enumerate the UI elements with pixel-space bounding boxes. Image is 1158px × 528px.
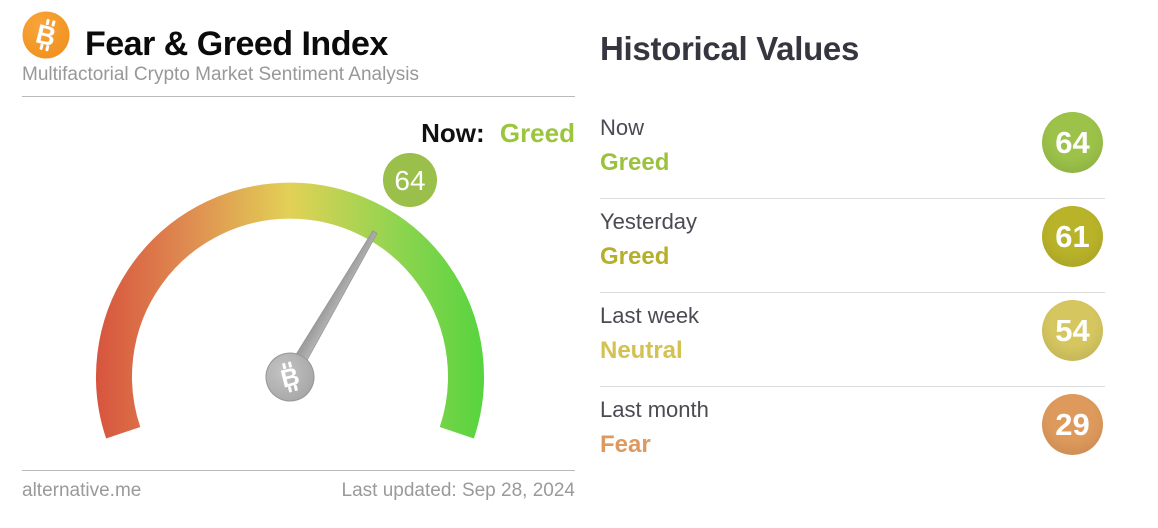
fear-greed-gauge: B 64 [96, 153, 484, 439]
row-classification: Greed [600, 243, 670, 270]
now-classification: Greed [499, 118, 575, 148]
historical-row-last-week: Last week Neutral 54 [600, 293, 1105, 387]
last-updated: Last updated: Sep 28, 2024 [341, 480, 575, 501]
row-classification: Fear [600, 431, 651, 458]
historical-values-panel: Historical Values Now Greed 64 Yesterday… [600, 0, 1105, 528]
row-classification: Neutral [600, 337, 683, 364]
gauge-panel: B Fear & Greed Index Multifactorial Cryp… [22, 0, 575, 528]
row-period-label: Last week [600, 303, 700, 328]
row-period-label: Yesterday [600, 209, 698, 234]
gauge-arc [96, 182, 484, 439]
historical-row-yesterday: Yesterday Greed 61 [600, 199, 1105, 293]
row-value-badge: 54 [1042, 300, 1103, 361]
current-reading: Now: Greed [421, 118, 575, 149]
row-period-label: Last month [600, 397, 709, 422]
historical-values-title: Historical Values [600, 30, 860, 67]
page-title: Fear & Greed Index [85, 25, 388, 63]
source-link[interactable]: alternative.me [22, 480, 142, 501]
historical-row-last-month: Last month Fear 29 [600, 387, 1105, 481]
now-label: Now: [421, 118, 485, 148]
historical-values-list: Now Greed 64 Yesterday Greed 61 Last wee… [600, 105, 1105, 481]
row-classification: Greed [600, 149, 670, 176]
gauge-value: 64 [394, 165, 425, 196]
page-subtitle: Multifactorial Crypto Market Sentiment A… [22, 64, 420, 85]
bitcoin-icon: B [22, 11, 70, 59]
footer-divider [22, 470, 575, 471]
row-period-label: Now [600, 115, 645, 140]
gauge-value-badge: 64 [383, 153, 437, 207]
historical-row-now: Now Greed 64 [600, 105, 1105, 199]
row-value-badge: 61 [1042, 206, 1103, 267]
row-value-badge: 29 [1042, 394, 1103, 455]
gauge-hub-bitcoin-icon: B [265, 352, 315, 402]
header-divider [22, 96, 575, 97]
row-value-badge: 64 [1042, 112, 1103, 173]
